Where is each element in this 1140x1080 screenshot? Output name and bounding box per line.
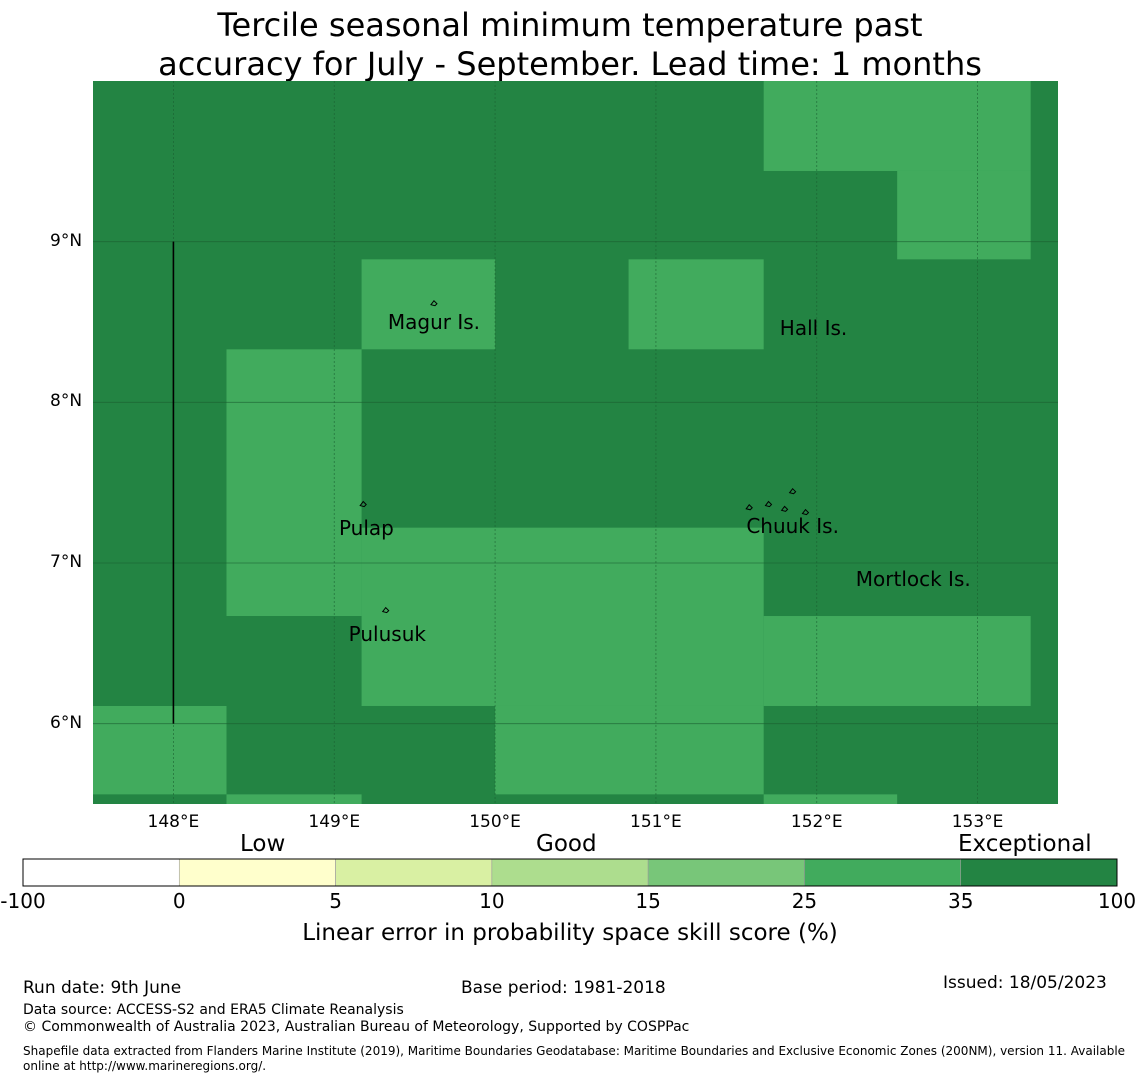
- place-label: Chuuk Is.: [746, 514, 839, 539]
- shapefile-credit-line-1: Shapefile data extracted from Flanders M…: [23, 1044, 1126, 1058]
- colorbar: [22, 858, 1118, 887]
- colorbar-bin: [647, 858, 805, 887]
- island-outline: [430, 299, 438, 307]
- skill-cell: [226, 794, 362, 804]
- place-label: Magur Is.: [387, 310, 481, 334]
- longitude-label: 152°E: [790, 812, 843, 832]
- skill-cell: [361, 527, 764, 706]
- longitude-label: 150°E: [469, 812, 521, 832]
- skill-cell: [763, 81, 1031, 171]
- skill-cell: [226, 349, 362, 617]
- colorbar-title: Linear error in probability space skill …: [302, 920, 838, 946]
- skill-cell: [628, 259, 764, 350]
- longitude-label: 149°E: [308, 812, 361, 832]
- latitude-label: 6°N: [50, 712, 83, 733]
- island-outline: [788, 487, 797, 495]
- colorbar-tick-label: 100: [1097, 889, 1137, 913]
- data-source: Data source: ACCESS-S2 and ERA5 Climate …: [23, 1002, 404, 1018]
- colorbar-tick-label: 0: [172, 889, 186, 913]
- colorbar-bin: [491, 858, 649, 887]
- run-date: Run date: 9th June: [23, 978, 182, 998]
- colorbar-bin: [804, 858, 962, 887]
- island-outline: [745, 504, 753, 511]
- skill-cell: [897, 170, 1031, 260]
- category-exceptional-label: Exceptional: [958, 831, 1092, 857]
- map-title-line-1: Tercile seasonal minimum temperature pas…: [217, 6, 923, 44]
- colorbar-frame: [22, 858, 1118, 887]
- map-title-line-2: accuracy for July - September. Lead time…: [158, 45, 982, 83]
- colorbar-tick-label: 25: [791, 889, 818, 913]
- skill-cell: [495, 705, 764, 795]
- longitude-label: 151°E: [630, 812, 682, 832]
- colorbar-tick-label: 35: [947, 889, 974, 913]
- skill-cell: [763, 616, 1031, 706]
- map-panel: [93, 81, 1058, 804]
- base-period: Base period: 1981-2018: [461, 978, 666, 998]
- colorbar-tick-label: 15: [635, 889, 661, 913]
- colorbar-bin: [22, 858, 180, 887]
- colorbar-tick-label: 5: [329, 889, 342, 913]
- longitude-label: 148°E: [147, 812, 200, 832]
- colorbar-bin: [178, 858, 336, 887]
- latitude-label: 7°N: [50, 552, 83, 572]
- shapefile-credit-line-2: online at http://www.marineregions.org/.: [23, 1059, 267, 1073]
- skill-cell: [93, 705, 227, 795]
- longitude-label: 153°E: [951, 812, 1004, 832]
- colorbar-bin: [335, 858, 493, 887]
- latitude-label: 9°N: [50, 230, 83, 251]
- latitude-label: 8°N: [50, 391, 83, 412]
- place-label: Pulusuk: [348, 621, 426, 646]
- island-outline: [801, 508, 810, 516]
- island-outline: [764, 500, 773, 508]
- issued-date: Issued: 18/05/2023: [943, 973, 1107, 993]
- skill-cell: [361, 259, 496, 350]
- place-label: Mortlock Is.: [855, 567, 971, 592]
- island-outline: [359, 500, 367, 508]
- colorbar-tick-label: -100: [0, 889, 46, 913]
- skill-cell: [763, 794, 898, 804]
- island-outline: [780, 505, 789, 512]
- colorbar-bin: [960, 858, 1118, 887]
- category-good-label: Good: [536, 831, 597, 857]
- colorbar-tick-label: 10: [479, 889, 505, 913]
- category-low-label: Low: [240, 831, 286, 857]
- place-label: Pulap: [338, 515, 394, 540]
- copyright-notice: © Commonwealth of Australia 2023, Austra…: [23, 1019, 690, 1035]
- island-outline: [381, 606, 390, 614]
- place-label: Hall Is.: [779, 316, 848, 341]
